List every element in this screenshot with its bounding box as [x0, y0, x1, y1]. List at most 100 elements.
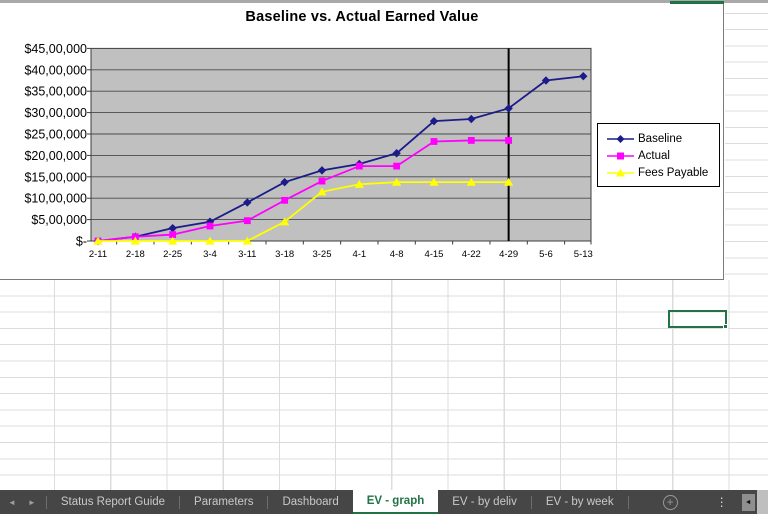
- series-baseline-marker[interactable]: [280, 177, 289, 187]
- more-button[interactable]: ⋮: [715, 495, 728, 509]
- series-actual-line[interactable]: [97, 139, 509, 242]
- x-axis-label: 3-18: [275, 249, 294, 260]
- series-actual-marker[interactable]: [393, 162, 401, 170]
- series-baseline-marker[interactable]: [168, 223, 177, 233]
- y-axis-label: $45,00,000: [24, 42, 87, 56]
- worksheet-grid-bottom[interactable]: [0, 280, 768, 490]
- x-axis-label: 2-25: [163, 249, 182, 260]
- series-baseline-marker[interactable]: [429, 116, 439, 126]
- selected-cell[interactable]: [668, 310, 728, 329]
- series-actual-marker[interactable]: [169, 231, 177, 238]
- tab-nav-left-icon[interactable]: ◄: [8, 497, 16, 507]
- legend-item-fees-payable[interactable]: Fees Payable: [607, 164, 719, 181]
- series-fees-payable-marker[interactable]: [317, 187, 327, 196]
- series-fees-payable-marker[interactable]: [130, 236, 140, 245]
- tab-separator: [267, 495, 269, 509]
- series-baseline-line[interactable]: [97, 75, 584, 242]
- sheet-tab-ev-by-week[interactable]: EV - by week: [545, 496, 614, 508]
- series-fees-payable-marker[interactable]: [205, 236, 215, 245]
- series-fees-payable-marker[interactable]: [168, 236, 178, 245]
- series-actual-marker[interactable]: [318, 177, 326, 185]
- plus-icon: +: [666, 495, 674, 509]
- x-axis-label: 4-8: [390, 249, 404, 260]
- series-baseline-marker[interactable]: [579, 72, 588, 81]
- chart-title: Baseline vs. Actual Earned Value: [245, 9, 479, 25]
- series-fees-payable-marker[interactable]: [354, 179, 364, 188]
- y-axis-label: $-: [76, 235, 87, 249]
- series-baseline-marker[interactable]: [467, 114, 476, 124]
- x-axis-label: 3-4: [203, 249, 217, 260]
- series-fees-payable-line[interactable]: [98, 181, 509, 242]
- sheet-tab-status-report-guide[interactable]: Status Report Guide: [60, 496, 166, 508]
- y-axis-label: $15,00,000: [24, 170, 87, 184]
- x-axis-label: 3-25: [312, 249, 331, 260]
- x-axis-label: 4-15: [424, 249, 443, 260]
- series-fees-payable-marker[interactable]: [429, 177, 439, 186]
- series-fees-payable-marker[interactable]: [504, 177, 514, 186]
- tab-separator: [530, 495, 532, 509]
- sheet-tab-parameters[interactable]: Parameters: [194, 496, 254, 508]
- x-axis-label: 4-1: [352, 249, 366, 260]
- series-fees-payable-marker[interactable]: [466, 177, 476, 186]
- series-actual-marker[interactable]: [243, 217, 251, 225]
- sheet-tab-dashboard[interactable]: Dashboard: [282, 496, 339, 508]
- series-baseline-marker[interactable]: [243, 198, 252, 207]
- x-axis-label: 4-29: [499, 249, 518, 260]
- legend-square-icon: [607, 152, 634, 159]
- ev-chart[interactable]: $- $5,00,000 $10,00,000 $15,00,000 $20,00,00…: [0, 3, 724, 280]
- sheet-tabs: Status Report Guide Parameters Dashboard EV…: [47, 490, 628, 514]
- x-axis-label: 4-22: [462, 249, 481, 260]
- tab-separator: [45, 495, 47, 509]
- series-actual-marker[interactable]: [430, 138, 438, 145]
- x-axis-label: 5-13: [574, 249, 593, 260]
- y-axis-label: $25,00,000: [24, 128, 87, 142]
- series-actual-marker[interactable]: [505, 137, 513, 144]
- tab-separator: [179, 495, 181, 509]
- scroll-left-button[interactable]: ◄: [741, 493, 755, 511]
- tab-nav-right-icon[interactable]: ►: [27, 497, 36, 507]
- series-baseline-marker[interactable]: [541, 76, 551, 85]
- y-axis-label: $20,00,000: [24, 149, 87, 163]
- sheet-tab-ev-graph[interactable]: EV - graph: [352, 490, 439, 514]
- y-axis-label: $35,00,000: [24, 85, 87, 99]
- add-sheet-button[interactable]: +: [662, 494, 678, 510]
- scroll-left-icon: ◄: [744, 498, 752, 506]
- legend-triangle-icon: [607, 168, 634, 176]
- sheet-tab-bar: ◄ ► Status Report Guide Parameters Dashboa…: [0, 490, 768, 514]
- series-actual-marker[interactable]: [355, 162, 363, 170]
- fill-handle[interactable]: [723, 324, 728, 329]
- legend-label: Baseline: [638, 132, 683, 145]
- y-axis-label: $10,00,000: [24, 192, 87, 206]
- chart-legend[interactable]: Baseline Actual Fees Payable: [597, 123, 720, 187]
- row-boundary-line: [0, 0, 768, 3]
- tab-separator: [627, 495, 629, 509]
- series-fees-payable-marker[interactable]: [93, 236, 103, 245]
- x-axis-label: 5-6: [539, 249, 553, 260]
- series-baseline-marker[interactable]: [392, 149, 401, 158]
- legend-diamond-icon: [607, 134, 634, 143]
- y-axis-label: $40,00,000: [24, 63, 87, 77]
- series-fees-payable-marker[interactable]: [392, 177, 402, 186]
- series-baseline-marker[interactable]: [317, 166, 327, 175]
- series-fees-payable-marker[interactable]: [242, 236, 252, 245]
- series-actual-marker[interactable]: [281, 196, 289, 204]
- y-axis-label: $5,00,000: [31, 213, 87, 227]
- series-actual-marker[interactable]: [206, 222, 214, 230]
- horizontal-scrollbar-track[interactable]: [756, 490, 768, 514]
- y-axis-label: $30,00,000: [24, 106, 87, 120]
- series-actual-marker[interactable]: [467, 137, 475, 144]
- legend-item-actual[interactable]: Actual: [607, 147, 719, 164]
- tab-navigation: ◄ ►: [0, 490, 46, 514]
- series-fees-payable-marker[interactable]: [280, 217, 290, 226]
- selection-border-above: [670, 1, 724, 4]
- x-axis-label: 2-18: [126, 249, 145, 260]
- sheet-tab-ev-by-deliv[interactable]: EV - by deliv: [452, 496, 517, 508]
- series-baseline-marker[interactable]: [504, 104, 513, 113]
- legend-item-baseline[interactable]: Baseline: [607, 130, 719, 147]
- chart-object[interactable]: $- $5,00,000 $10,00,000 $15,00,000 $20,00,00…: [0, 3, 724, 280]
- legend-label: Actual: [638, 149, 670, 162]
- plot-area[interactable]: [90, 47, 592, 242]
- x-axis-label: 3-11: [238, 249, 256, 260]
- legend-label: Fees Payable: [638, 166, 709, 179]
